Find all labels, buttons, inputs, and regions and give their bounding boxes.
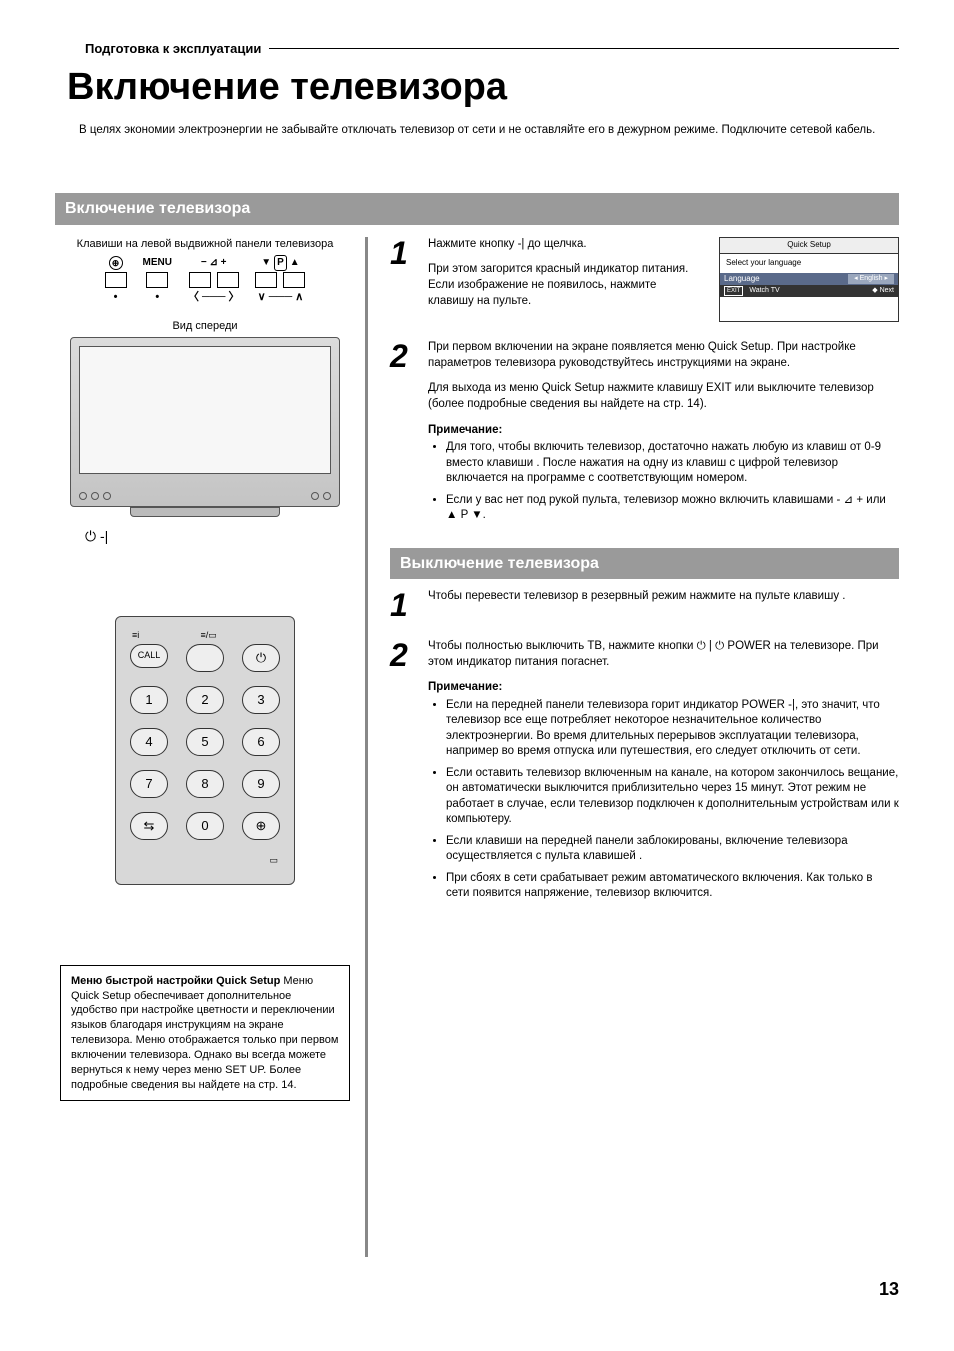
infobox-title: Меню быстрой настройки Quick Setup bbox=[71, 975, 280, 987]
step-number: 1 bbox=[390, 237, 414, 322]
digit-3: 3 bbox=[242, 686, 280, 714]
digit-8: 8 bbox=[186, 770, 224, 798]
page-number: 13 bbox=[55, 1277, 899, 1301]
panel-menu-button: MENU • bbox=[143, 256, 172, 305]
off-note-1: Если на передней панели телевизора горит… bbox=[446, 698, 899, 760]
on-step-1: 1 Нажмите кнопку -| до щелчка. При этом … bbox=[390, 237, 899, 322]
step-number: 1 bbox=[390, 589, 414, 621]
off-note-3: Если клавиши на передней панели заблокир… bbox=[446, 834, 899, 865]
remote-illustration: ≡i ≡/▭ CALL ⏻ 1 2 3 4 5 6 7 8 bbox=[115, 616, 295, 884]
on-note-heading: Примечание: bbox=[428, 423, 899, 439]
digit-5: 5 bbox=[186, 728, 224, 756]
digit-2: 2 bbox=[186, 686, 224, 714]
infobox-body: Меню Quick Setup обеспечивает дополнител… bbox=[71, 975, 338, 1091]
osd-title: Quick Setup bbox=[720, 238, 898, 254]
pretitle-text: Подготовка к эксплуатации bbox=[85, 40, 261, 58]
power-symbol: ⏻ -| bbox=[85, 527, 108, 546]
off-note-4: При сбоях в сети срабатывает режим автом… bbox=[446, 871, 899, 902]
panel-program-buttons: ▼ P ▲ ∨ ─── ∧ bbox=[255, 256, 305, 305]
digit-4: 4 bbox=[130, 728, 168, 756]
front-view-label: Вид спереди bbox=[172, 319, 237, 334]
input-button: ⊕ bbox=[242, 812, 280, 840]
section-on-heading: Включение телевизора bbox=[55, 193, 899, 225]
osd-lang-value: English bbox=[860, 275, 883, 282]
tv-front-illustration bbox=[70, 337, 340, 507]
menu-label: MENU bbox=[143, 256, 172, 270]
pip-icon: ▭ bbox=[130, 854, 280, 866]
quick-setup-osd: Quick Setup Select your language Languag… bbox=[719, 237, 899, 322]
osd-next: Next bbox=[880, 287, 894, 294]
osd-lang-label: Language bbox=[724, 274, 760, 285]
section-pretitle: Подготовка к эксплуатации bbox=[85, 40, 899, 58]
panel-volume-buttons: − ⊿ + 〈 ─── 〉 bbox=[188, 256, 240, 305]
two-column-layout: Клавиши на левой выдвижной панели телеви… bbox=[55, 231, 899, 1257]
digit-0: 0 bbox=[186, 812, 224, 840]
digit-9: 9 bbox=[242, 770, 280, 798]
intro-paragraph: В целях экономии электроэнергии не забыв… bbox=[79, 123, 899, 139]
call-button: CALL bbox=[130, 644, 168, 668]
off-step-1: 1 Чтобы перевести телевизор в резервный … bbox=[390, 589, 899, 621]
step-number: 2 bbox=[390, 639, 414, 908]
page-title: Включение телевизора bbox=[67, 62, 899, 113]
on-step2-p1: При первом включении на экране появляетс… bbox=[428, 340, 899, 371]
osd-watch: Watch TV bbox=[749, 286, 779, 296]
quick-setup-infobox: Меню быстрой настройки Quick Setup Меню … bbox=[60, 965, 350, 1102]
pretitle-rule bbox=[269, 48, 899, 49]
panel-input-button: ⊕ • bbox=[105, 256, 127, 305]
tv-screen bbox=[79, 346, 331, 474]
tv-panel-buttons: ⊕ • MENU • − ⊿ + 〈 ─── 〉 ▼ P ▲ ∨ ─── ∧ bbox=[105, 256, 306, 305]
digit-7: 7 bbox=[130, 770, 168, 798]
off-note-2: Если оставить телевизор включенным на ка… bbox=[446, 766, 899, 828]
off-step1-p1: Чтобы перевести телевизор в резервный ре… bbox=[428, 589, 899, 605]
on-note-1: Для того, чтобы включить телевизор, дост… bbox=[446, 440, 899, 487]
off-step-2: 2 Чтобы полностью выключить ТВ, нажмите … bbox=[390, 639, 899, 908]
on-step1-p2: При этом загорится красный индикатор пит… bbox=[428, 262, 701, 309]
osd-subtitle: Select your language bbox=[726, 258, 892, 269]
p-label: P bbox=[274, 255, 287, 271]
osd-exit: EXIT bbox=[724, 286, 743, 296]
on-notes-list: Для того, чтобы включить телевизор, дост… bbox=[428, 440, 899, 524]
mix-icon: ≡/▭ bbox=[201, 629, 217, 641]
input-icon: ⊕ bbox=[109, 256, 123, 270]
off-step2-p1: Чтобы полностью выключить ТВ, нажмите кн… bbox=[428, 639, 899, 670]
right-column: 1 Нажмите кнопку -| до щелчка. При этом … bbox=[390, 231, 899, 1257]
on-step2-p2: Для выхода из меню Quick Setup нажмите к… bbox=[428, 381, 899, 412]
remote-power-button: ⏻ bbox=[242, 644, 280, 672]
left-column: Клавиши на левой выдвижной панели телеви… bbox=[55, 231, 355, 1257]
off-notes-list: Если на передней панели телевизора горит… bbox=[428, 698, 899, 902]
on-note-2: Если у вас нет под рукой пульта, телевиз… bbox=[446, 493, 899, 524]
vertical-divider bbox=[365, 237, 368, 1257]
swap-button: ⇆ bbox=[130, 812, 168, 840]
on-step-2: 2 При первом включении на экране появляе… bbox=[390, 340, 899, 529]
panel-caption: Клавиши на левой выдвижной панели телеви… bbox=[77, 237, 334, 252]
digit-6: 6 bbox=[242, 728, 280, 756]
digit-1: 1 bbox=[130, 686, 168, 714]
teletext-icon: ≡i bbox=[132, 629, 139, 641]
step-number: 2 bbox=[390, 340, 414, 529]
section-off-heading: Выключение телевизора bbox=[390, 548, 899, 580]
remote-blank-button bbox=[186, 644, 224, 672]
off-note-heading: Примечание: bbox=[428, 680, 899, 696]
tv-stand bbox=[130, 507, 280, 517]
on-step1-p1: Нажмите кнопку -| до щелчка. bbox=[428, 237, 701, 253]
